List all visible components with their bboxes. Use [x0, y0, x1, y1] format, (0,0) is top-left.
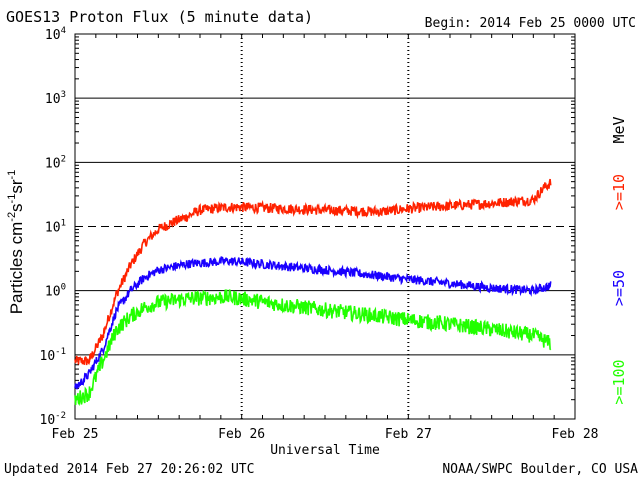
y-tick-label: 104: [45, 26, 66, 43]
x-tick-label: Feb 26: [218, 427, 265, 442]
legend-label: >=100: [610, 359, 628, 404]
series-layer: [74, 178, 552, 406]
x-tick-labels: Feb 25 Feb 26 Feb 27 Feb 28: [52, 427, 599, 442]
legend: >=10 >=50 >=100: [610, 174, 628, 405]
begin-time: Begin: 2014 Feb 25 0000 UTC: [425, 16, 636, 31]
legend-label: >=10: [610, 174, 628, 210]
grid: [75, 34, 575, 419]
unit-label: MeV: [610, 116, 628, 143]
series-line: [74, 289, 552, 406]
legend-label: >=50: [610, 270, 628, 306]
y-tick-labels: 10-2 10-1 100 101 102 103 104: [40, 26, 67, 428]
updated-time: Updated 2014 Feb 27 20:26:02 UTC: [4, 462, 254, 477]
chart-title: GOES13 Proton Flux (5 minute data): [6, 8, 313, 26]
x-tick-label: Feb 27: [385, 427, 432, 442]
y-tick-label: 10-1: [40, 347, 67, 364]
y-tick-label: 10-2: [40, 411, 67, 428]
y-tick-label: 100: [45, 283, 66, 300]
series-line: [74, 178, 552, 366]
x-tick-label: Feb 25: [52, 427, 99, 442]
x-tick-label: Feb 28: [552, 427, 599, 442]
series-line: [74, 256, 552, 390]
x-axis-label: Universal Time: [270, 443, 380, 458]
y-tick-label: 102: [45, 154, 66, 171]
y-axis-label: Particles cm-2s-1sr-1: [6, 170, 26, 315]
y-tick-label: 101: [45, 219, 66, 236]
y-tick-label: 103: [45, 90, 66, 107]
credit: NOAA/SWPC Boulder, CO USA: [442, 462, 638, 477]
